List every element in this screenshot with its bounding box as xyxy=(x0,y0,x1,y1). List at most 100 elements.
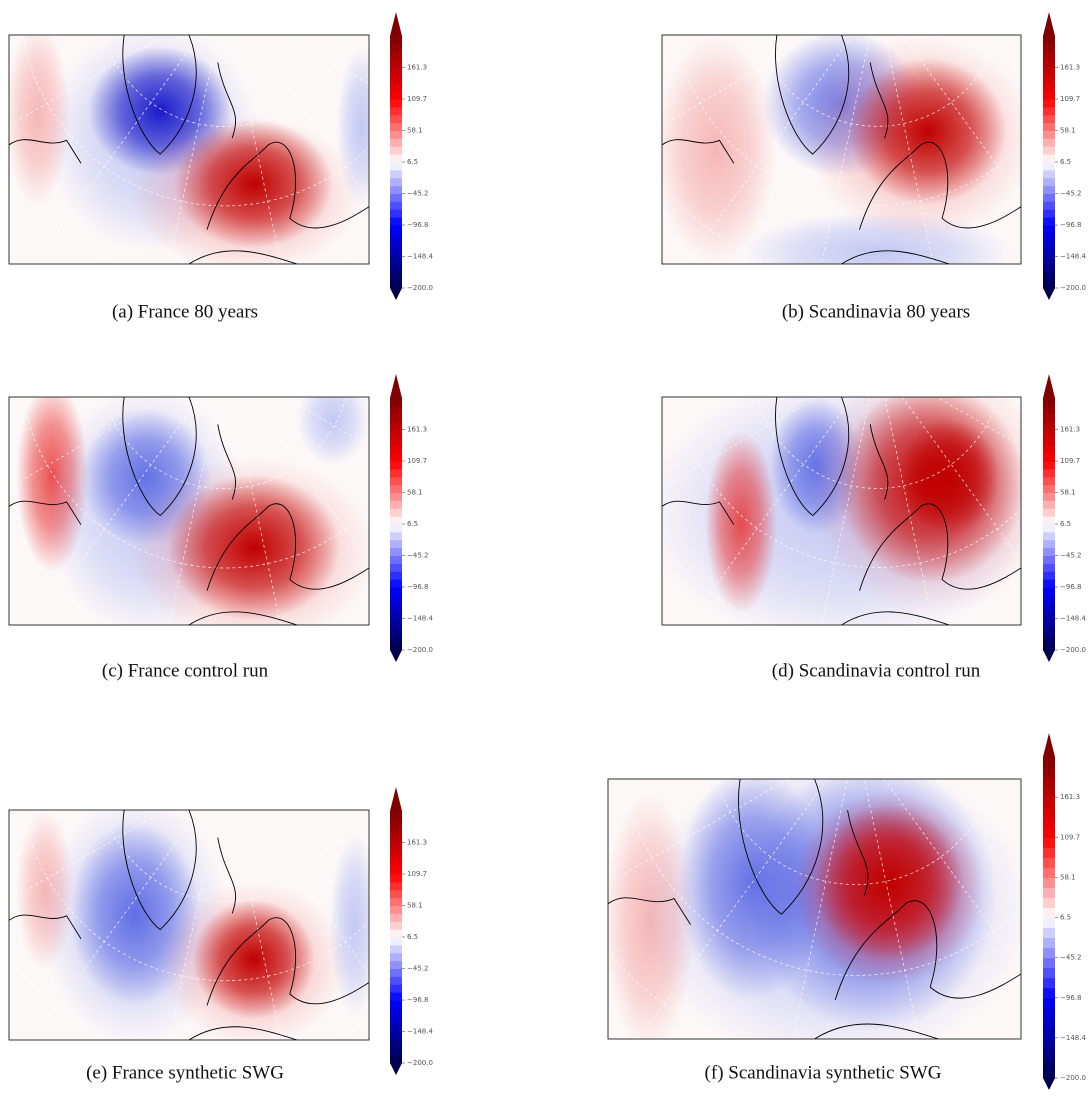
coastline xyxy=(841,250,950,264)
coastline xyxy=(188,250,298,264)
colorbar-extend-top xyxy=(1043,12,1055,36)
colorbar-band xyxy=(1043,280,1055,289)
colorbar-extend-bottom xyxy=(390,1063,402,1075)
coastline xyxy=(206,917,369,1006)
colorbar-tick-label: −200.0 xyxy=(407,1059,433,1067)
colorbar-band xyxy=(390,834,402,843)
graticule xyxy=(33,35,201,264)
colorbar-band xyxy=(1043,492,1055,501)
colorbar-band xyxy=(1043,209,1055,218)
colorbar-band xyxy=(390,83,402,92)
colorbar-band xyxy=(1043,817,1055,828)
colorbar-tick-label: −96.8 xyxy=(1060,583,1081,591)
colorbar-band xyxy=(390,547,402,556)
colorbar-band xyxy=(1043,937,1055,949)
colorbar-band xyxy=(390,445,402,454)
colorbar-band xyxy=(1043,642,1055,651)
colorbar-band xyxy=(1043,43,1055,53)
colorbar-band xyxy=(390,484,402,493)
colorbar-band xyxy=(390,398,402,407)
map-frame xyxy=(8,396,370,626)
colorbar-band xyxy=(390,453,402,462)
coastline xyxy=(206,503,369,591)
colorbar-tick-label: −45.2 xyxy=(407,190,428,198)
colorbar-band xyxy=(390,1000,402,1009)
colorbar-band xyxy=(1043,626,1055,635)
colorbar-tick-label: −200.0 xyxy=(1060,1074,1086,1082)
colorbar-band xyxy=(390,36,402,45)
colorbar-band xyxy=(390,217,402,226)
colorbar-band xyxy=(390,826,402,836)
colorbar-band xyxy=(1043,594,1055,604)
graticule xyxy=(168,397,219,625)
colorbar-band xyxy=(1043,201,1055,210)
colorbar-band xyxy=(390,1055,402,1064)
coastline xyxy=(217,837,236,914)
colorbar-tick-label: −45.2 xyxy=(1060,190,1081,198)
map-frame xyxy=(8,34,370,265)
colorbar-band xyxy=(1043,1067,1055,1079)
map xyxy=(9,35,369,264)
colorbar-band xyxy=(1043,531,1055,541)
colorbar-band xyxy=(390,67,402,76)
map-frame xyxy=(661,396,1022,626)
colorbar-tick-label: −45.2 xyxy=(1060,954,1081,962)
colorbar-tick-label: −148.4 xyxy=(1060,253,1086,261)
colorbar-band xyxy=(390,587,402,596)
colorbar-band xyxy=(390,642,402,651)
coastline xyxy=(738,779,824,915)
colorbar-tick-label: −96.8 xyxy=(407,996,428,1004)
graticule xyxy=(638,779,828,1039)
colorbar-band xyxy=(390,185,402,194)
colorbar-band xyxy=(1043,476,1055,486)
colorbar-band xyxy=(1043,1057,1055,1069)
colorbar-band xyxy=(1043,59,1055,68)
colorbar-tick-label: 161.3 xyxy=(1060,64,1080,72)
colorbar-band xyxy=(390,232,402,242)
colorbar-band xyxy=(390,468,402,478)
map xyxy=(9,397,369,625)
colorbar-tick-label: 109.7 xyxy=(407,95,427,103)
colorbar-extend-top xyxy=(390,12,402,36)
colorbar-band xyxy=(1043,83,1055,92)
coastline xyxy=(9,139,82,164)
colorbar-band xyxy=(390,1015,402,1025)
colorbar-tick-label: −45.2 xyxy=(407,552,428,560)
colorbar-band xyxy=(1043,602,1055,612)
colorbar-band xyxy=(1043,977,1055,989)
colorbar-band xyxy=(390,114,402,124)
colorbar-tick-label: 6.5 xyxy=(407,158,418,166)
colorbar-band xyxy=(1043,146,1055,155)
colorbar-band xyxy=(1043,777,1055,788)
colorbar-band xyxy=(390,272,402,281)
anomaly-field xyxy=(898,419,1000,534)
coastline xyxy=(814,1023,939,1039)
graticule xyxy=(168,35,219,264)
colorbar-band xyxy=(1043,547,1055,556)
colorbar-band xyxy=(1043,887,1055,898)
graticule xyxy=(231,810,282,1040)
coastline xyxy=(608,897,691,925)
colorbar-tick-label: 58.1 xyxy=(1060,873,1076,881)
colorbar-band xyxy=(1043,75,1055,84)
colorbar-band xyxy=(390,256,402,265)
colorbar-tick-label: −200.0 xyxy=(1060,284,1086,292)
graticule xyxy=(608,779,790,884)
graticule xyxy=(231,35,282,264)
graticule xyxy=(249,397,369,562)
colorbar-tick-label: 58.1 xyxy=(1060,489,1076,497)
colorbar-band xyxy=(390,1023,402,1032)
colorbar-band xyxy=(390,225,402,234)
map-frame xyxy=(607,778,1022,1040)
colorbar-band xyxy=(1043,516,1055,525)
colorbar-band xyxy=(390,818,402,828)
colorbar-tick-label: −45.2 xyxy=(407,965,428,973)
colorbar-band xyxy=(1043,957,1055,969)
coastline xyxy=(122,397,197,517)
colorbar-band xyxy=(1043,1017,1055,1029)
colorbar-tick-label: 6.5 xyxy=(1060,914,1071,922)
coastline xyxy=(217,62,236,139)
colorbar-tick-label: 161.3 xyxy=(407,64,427,72)
colorbar-band xyxy=(1043,272,1055,281)
colorbar-band xyxy=(390,952,402,962)
